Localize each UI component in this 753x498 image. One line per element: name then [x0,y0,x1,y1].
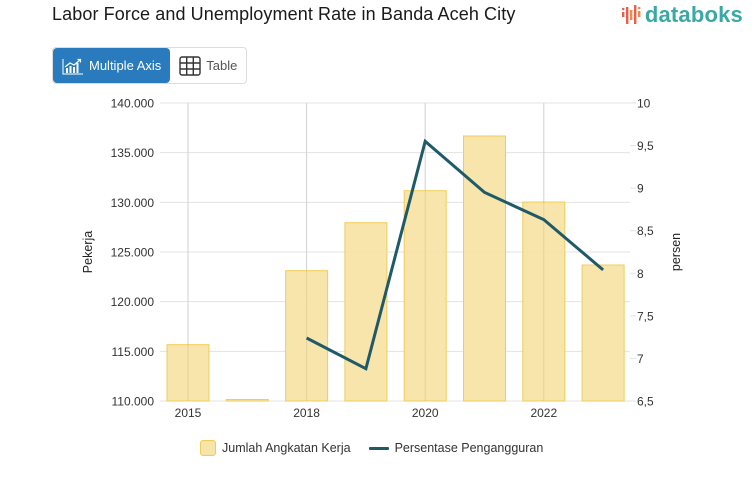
legend-item-unemployment[interactable]: Persentase Pengangguran [368,441,544,455]
legend-item-labor-force[interactable]: Jumlah Angkatan Kerja [200,440,351,456]
left-axis-tick: 140.000 [111,97,155,111]
line-swatch-icon [368,446,389,450]
multiple-axis-button[interactable]: Multiple Axis [53,48,171,83]
bar-2017[interactable] [225,399,269,402]
table-button[interactable]: Table [170,48,247,83]
bar-2023[interactable] [581,264,625,402]
left-axis-tick: 120.000 [111,295,155,309]
left-axis-tick: 130.000 [111,196,155,210]
right-axis-tick: 8,5 [637,224,654,238]
logo-text: databoks [644,2,743,27]
x-axis-tick: 2020 [412,406,439,420]
table-label: Table [206,58,238,73]
right-axis-tick: 10 [637,97,651,111]
left-axis-tick: 110.000 [112,395,155,409]
right-axis-title: persen [669,233,683,271]
chart-legend: Jumlah Angkatan Kerja Persentase Pengang… [200,440,543,456]
x-axis-tick: 2018 [293,406,320,420]
chart-icon [62,58,83,74]
databoks-bars-icon [621,5,641,24]
chart-title: Labor Force and Unemployment Rate in Ban… [52,4,516,24]
legend-label-labor-force: Jumlah Angkatan Kerja [222,441,351,455]
legend-label-unemployment: Persentase Pengangguran [394,441,544,455]
x-axis-tick: 2022 [530,406,557,420]
databoks-logo[interactable]: databoks [621,2,743,28]
bar-2022[interactable] [522,201,566,402]
multiple-axis-label: Multiple Axis [89,58,162,73]
bar-2021[interactable] [463,135,506,402]
bar-2020[interactable] [403,190,447,402]
right-axis-tick: 8 [637,267,644,281]
left-axis-tick: 135.000 [111,146,155,160]
view-toggle: Multiple Axis Table [52,47,248,84]
right-axis-tick: 7 [637,352,644,366]
right-axis-tick: 6,5 [637,395,654,409]
unemployment-line[interactable] [305,138,605,371]
bar-2018[interactable] [285,270,329,402]
left-axis-tick: 125.000 [111,246,155,260]
table-icon [179,55,201,76]
left-axis-title: Pekerja [81,231,95,273]
right-axis-tick: 9,5 [637,139,654,153]
left-axis-tick: 115.000 [112,345,155,359]
bar-swatch-icon [200,440,216,456]
bar-2015[interactable] [166,344,210,402]
right-axis-tick: 7,5 [637,309,654,323]
right-axis-tick: 9 [637,182,644,196]
x-axis-tick: 2015 [175,406,202,420]
